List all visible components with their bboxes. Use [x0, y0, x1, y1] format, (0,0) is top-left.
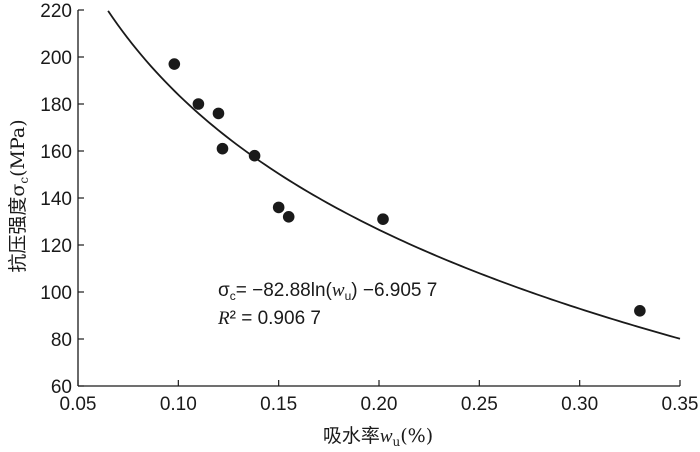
x-tick-label: 0.30 — [561, 394, 598, 415]
equation-lhs-var: σ — [218, 280, 230, 301]
equation-rhs-sub: u — [345, 289, 352, 303]
equation-rhs-var: w — [332, 280, 345, 301]
x-tick-label: 0.35 — [662, 394, 699, 415]
data-point — [192, 98, 205, 110]
data-point — [272, 201, 285, 214]
fit-equation: σc= −82.88ln(wu) −6.905 7 — [218, 280, 437, 303]
fit-curve — [107, 10, 681, 340]
data-points — [168, 58, 646, 317]
data-point — [248, 149, 261, 162]
y-axis-title: 抗压强度σc(MPa) — [7, 119, 31, 272]
r-squared-var: R — [217, 308, 230, 329]
equation-rhs-part2: ) −6.905 7 — [351, 280, 437, 301]
y-axis-title-var: σ — [7, 184, 29, 197]
y-axis-title-unit: (MPa) — [7, 119, 29, 177]
y-tick-label: 200 — [40, 48, 72, 69]
x-tick-label: 0.05 — [60, 394, 97, 415]
data-point — [216, 142, 229, 155]
axes — [77, 10, 680, 387]
y-tick-label: 220 — [40, 1, 72, 22]
y-axis-title-text: 抗压强度 — [7, 197, 29, 273]
r-squared-value: ² = 0.906 7 — [230, 308, 321, 329]
data-point — [282, 211, 295, 223]
y-axis-title-sub: c — [17, 177, 31, 184]
x-ticks: 0.05 0.10 0.15 0.20 0.25 0.30 0.35 — [60, 380, 699, 415]
x-tick-label: 0.15 — [260, 394, 297, 415]
y-tick-label: 80 — [51, 330, 72, 351]
data-point — [212, 107, 225, 120]
y-tick-label: 160 — [40, 142, 72, 163]
x-axis-title-sub: u — [393, 435, 401, 449]
r-squared: R² = 0.906 7 — [217, 308, 321, 329]
equation-rhs-part1: = −82.88ln( — [236, 280, 333, 301]
data-point — [634, 305, 646, 317]
data-point — [168, 58, 181, 70]
x-tick-label: 0.25 — [461, 394, 498, 415]
y-tick-label: 60 — [51, 377, 72, 398]
y-tick-label: 100 — [40, 283, 72, 304]
equation-lhs-sub: c — [230, 289, 236, 303]
x-axis-title: 吸水率wu(%) — [323, 425, 433, 449]
x-axis-title-text: 吸水率 — [323, 425, 380, 447]
x-tick-label: 0.20 — [361, 394, 398, 415]
y-tick-label: 180 — [40, 95, 72, 116]
x-axis-title-var: w — [380, 426, 393, 447]
y-tick-label: 140 — [40, 189, 72, 210]
data-point — [377, 213, 389, 225]
x-axis-title-unit: (%) — [400, 425, 433, 447]
x-tick-label: 0.10 — [160, 394, 197, 415]
y-ticks: 60 80 100 120 140 160 180 200 220 — [40, 1, 84, 398]
y-tick-label: 120 — [40, 236, 72, 257]
